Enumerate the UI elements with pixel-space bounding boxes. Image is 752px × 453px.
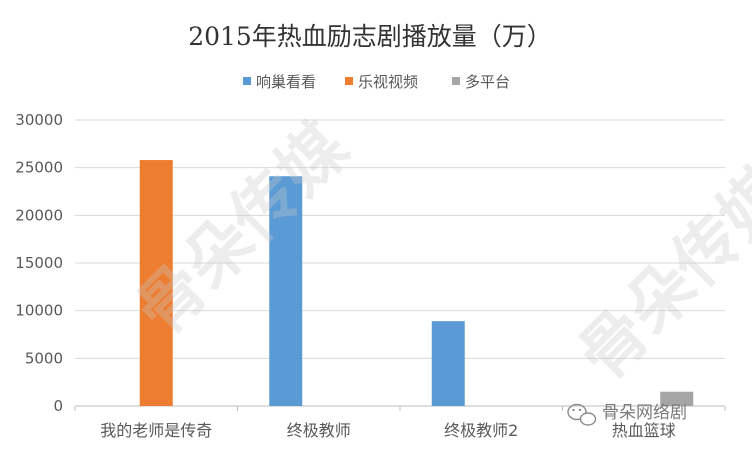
gridlines bbox=[75, 119, 725, 359]
y-tick-label: 5000 bbox=[25, 349, 63, 367]
y-tick-label: 25000 bbox=[15, 159, 63, 177]
chart-legend: 响巢看看 乐视视频 多平台 bbox=[243, 73, 510, 91]
y-tick-label: 15000 bbox=[15, 254, 63, 272]
x-category-label: 终极教师 bbox=[287, 421, 351, 440]
bars bbox=[139, 160, 694, 406]
bar-2-1 bbox=[139, 160, 173, 406]
bar-1-3 bbox=[431, 321, 465, 406]
y-tick-label: 0 bbox=[53, 397, 63, 415]
wechat-account-name: 骨朵网络剧 bbox=[602, 403, 687, 423]
y-tick-label: 10000 bbox=[15, 302, 63, 320]
y-axis-ticks: 0 5000 10000 15000 20000 25000 30000 bbox=[15, 111, 63, 415]
x-category-label: 热血篮球 bbox=[612, 421, 676, 440]
legend-swatch bbox=[452, 77, 460, 85]
bar-1-2 bbox=[269, 176, 303, 406]
legend-label: 多平台 bbox=[465, 73, 510, 91]
bar-3-4 bbox=[660, 391, 694, 406]
chart-title: 2015年热血励志剧播放量（万） bbox=[188, 22, 552, 51]
legend-label: 乐视视频 bbox=[358, 73, 418, 91]
legend-label: 响巢看看 bbox=[256, 73, 316, 91]
x-category-label: 我的老师是传奇 bbox=[100, 421, 212, 440]
legend-swatch bbox=[243, 77, 251, 85]
x-category-label: 终极教师2 bbox=[444, 421, 518, 440]
y-tick-label: 20000 bbox=[15, 206, 63, 224]
wechat-icon bbox=[567, 403, 597, 426]
wechat-badge: 骨朵网络剧 bbox=[567, 403, 687, 426]
y-tick-label: 30000 bbox=[15, 111, 63, 129]
x-axis-categories: 我的老师是传奇 终极教师 终极教师2 热血篮球 bbox=[74, 406, 726, 440]
legend-swatch bbox=[345, 77, 353, 85]
